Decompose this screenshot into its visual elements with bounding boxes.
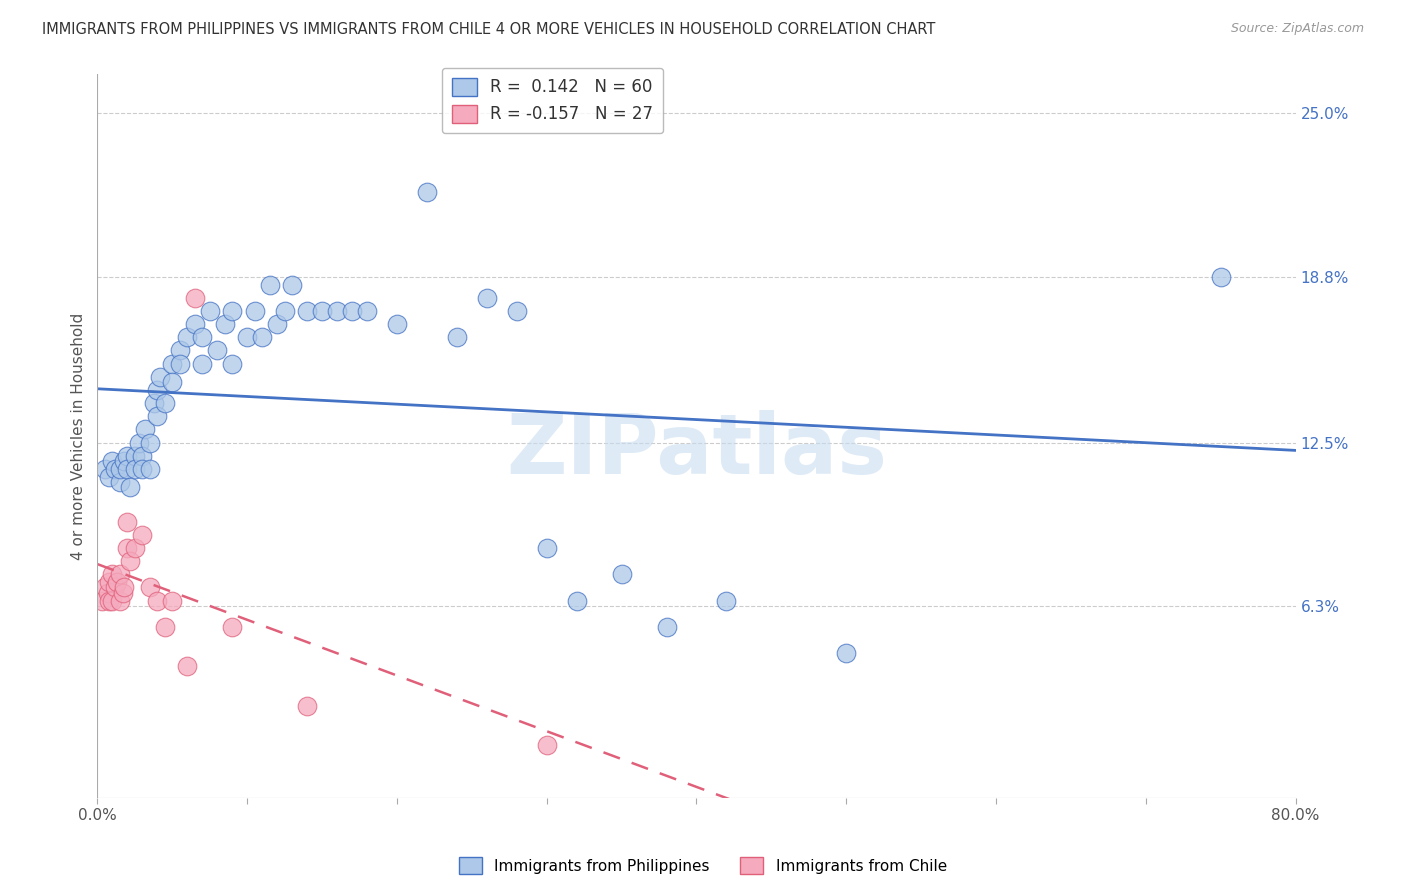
Legend: R =  0.142   N = 60, R = -0.157   N = 27: R = 0.142 N = 60, R = -0.157 N = 27 bbox=[441, 68, 664, 134]
Point bbox=[169, 357, 191, 371]
Point bbox=[191, 357, 214, 371]
Point bbox=[124, 449, 146, 463]
Point bbox=[117, 462, 139, 476]
Point bbox=[128, 435, 150, 450]
Point bbox=[143, 396, 166, 410]
Point bbox=[108, 462, 131, 476]
Point bbox=[134, 422, 156, 436]
Point bbox=[117, 515, 139, 529]
Point bbox=[108, 593, 131, 607]
Point bbox=[146, 383, 169, 397]
Point bbox=[94, 462, 117, 476]
Point bbox=[446, 330, 468, 344]
Point bbox=[536, 541, 558, 555]
Point bbox=[273, 304, 295, 318]
Text: Source: ZipAtlas.com: Source: ZipAtlas.com bbox=[1230, 22, 1364, 36]
Point bbox=[214, 317, 236, 331]
Point bbox=[183, 317, 205, 331]
Point bbox=[183, 291, 205, 305]
Point bbox=[101, 567, 124, 582]
Point bbox=[101, 454, 124, 468]
Point bbox=[326, 304, 349, 318]
Point bbox=[149, 369, 172, 384]
Point bbox=[104, 462, 127, 476]
Point bbox=[98, 470, 121, 484]
Point bbox=[475, 291, 498, 305]
Point bbox=[162, 593, 184, 607]
Point bbox=[1209, 269, 1232, 284]
Point bbox=[176, 659, 198, 673]
Point bbox=[176, 330, 198, 344]
Point bbox=[236, 330, 259, 344]
Point bbox=[97, 585, 120, 599]
Point bbox=[120, 480, 142, 494]
Point bbox=[281, 277, 304, 292]
Point bbox=[120, 554, 142, 568]
Point bbox=[162, 375, 184, 389]
Point bbox=[221, 304, 243, 318]
Point bbox=[98, 593, 121, 607]
Point bbox=[108, 475, 131, 489]
Y-axis label: 4 or more Vehicles in Household: 4 or more Vehicles in Household bbox=[72, 312, 86, 559]
Point bbox=[356, 304, 378, 318]
Point bbox=[506, 304, 529, 318]
Point bbox=[117, 541, 139, 555]
Point bbox=[139, 462, 162, 476]
Point bbox=[205, 343, 228, 358]
Legend: Immigrants from Philippines, Immigrants from Chile: Immigrants from Philippines, Immigrants … bbox=[453, 851, 953, 880]
Point bbox=[610, 567, 633, 582]
Point bbox=[111, 585, 134, 599]
Point bbox=[191, 330, 214, 344]
Point bbox=[655, 620, 678, 634]
Point bbox=[146, 409, 169, 424]
Point bbox=[340, 304, 363, 318]
Point bbox=[162, 357, 184, 371]
Point bbox=[266, 317, 288, 331]
Point bbox=[117, 449, 139, 463]
Point bbox=[565, 593, 588, 607]
Point bbox=[385, 317, 408, 331]
Point bbox=[101, 593, 124, 607]
Point bbox=[250, 330, 273, 344]
Point bbox=[90, 593, 112, 607]
Point bbox=[153, 396, 176, 410]
Point bbox=[124, 541, 146, 555]
Point bbox=[221, 357, 243, 371]
Point bbox=[139, 435, 162, 450]
Text: IMMIGRANTS FROM PHILIPPINES VS IMMIGRANTS FROM CHILE 4 OR MORE VEHICLES IN HOUSE: IMMIGRANTS FROM PHILIPPINES VS IMMIGRANT… bbox=[42, 22, 935, 37]
Point bbox=[131, 449, 153, 463]
Point bbox=[131, 527, 153, 541]
Point bbox=[153, 620, 176, 634]
Point bbox=[124, 462, 146, 476]
Point bbox=[112, 454, 135, 468]
Point bbox=[139, 581, 162, 595]
Point bbox=[416, 186, 439, 200]
Point bbox=[259, 277, 281, 292]
Point bbox=[295, 698, 318, 713]
Point bbox=[108, 567, 131, 582]
Point bbox=[94, 581, 117, 595]
Point bbox=[536, 739, 558, 753]
Point bbox=[311, 304, 333, 318]
Point bbox=[716, 593, 738, 607]
Point bbox=[131, 462, 153, 476]
Point bbox=[243, 304, 266, 318]
Point bbox=[835, 646, 858, 660]
Text: ZIPatlas: ZIPatlas bbox=[506, 410, 887, 491]
Point bbox=[104, 581, 127, 595]
Point bbox=[146, 593, 169, 607]
Point bbox=[295, 304, 318, 318]
Point bbox=[112, 581, 135, 595]
Point bbox=[221, 620, 243, 634]
Point bbox=[98, 575, 121, 590]
Point bbox=[198, 304, 221, 318]
Point bbox=[169, 343, 191, 358]
Point bbox=[105, 575, 128, 590]
